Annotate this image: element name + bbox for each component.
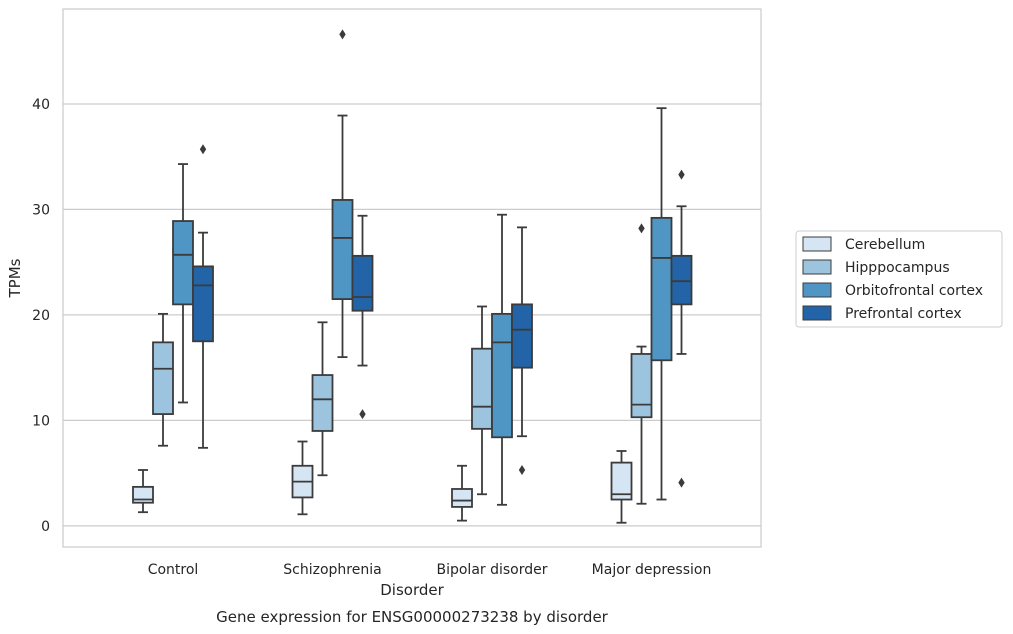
box-0-2 — [172, 163, 194, 404]
box-2-0 — [451, 464, 473, 522]
outlier-point — [339, 29, 346, 40]
x-tick-labels: Control Schizophrenia Bipolar disorder Majo… — [148, 562, 712, 578]
box-2-2 — [491, 213, 513, 506]
legend-label: Prefrontal cortex — [845, 306, 962, 322]
box-0-0 — [132, 469, 154, 514]
legend: Cerebellum Hipppocampus Orbitofrontal cort… — [795, 230, 1003, 328]
plot-frame — [62, 8, 762, 548]
box-3-3 — [670, 169, 693, 488]
x-axis-label: Disorder — [380, 581, 444, 599]
chart-caption: Gene expression for ENSG00000273238 by d… — [216, 608, 609, 626]
x-tick-label: Bipolar disorder — [436, 562, 547, 578]
box-body — [351, 254, 374, 312]
legend-swatch — [802, 282, 832, 298]
grid-lines — [63, 103, 761, 527]
box-2-3 — [511, 226, 533, 475]
x-tick-label: Schizophrenia — [283, 562, 381, 578]
box-body — [491, 312, 513, 439]
outlier-point — [518, 464, 526, 475]
outlier-point — [638, 223, 645, 234]
box-body — [172, 220, 194, 306]
box-1-3 — [351, 214, 374, 420]
box-3-1 — [630, 223, 653, 505]
box-3-2 — [650, 107, 673, 501]
legend-swatch — [802, 236, 832, 252]
legend-label: Orbitofrontal cortex — [845, 283, 983, 299]
box-body — [511, 303, 533, 369]
outlier-point — [678, 169, 685, 180]
box-body — [670, 254, 693, 306]
y-tick-labels: 0 10 20 30 40 — [32, 97, 50, 535]
legend-swatch — [802, 305, 832, 321]
x-tick-label: Major depression — [592, 562, 712, 578]
box-3-0 — [610, 450, 633, 524]
box-body — [192, 265, 214, 343]
box-body — [331, 199, 354, 300]
y-tick-label: 0 — [41, 519, 50, 535]
box-body — [650, 216, 673, 362]
box-0-3 — [192, 144, 214, 449]
box-body — [630, 353, 653, 419]
box-body — [311, 374, 334, 432]
box-1-2 — [331, 29, 354, 359]
outlier-point — [359, 409, 366, 420]
box-body — [451, 488, 473, 508]
box-body — [152, 341, 174, 415]
box-body — [471, 347, 493, 430]
legend-swatch — [802, 259, 832, 275]
outlier-point — [678, 477, 685, 488]
y-tick-label: 40 — [32, 97, 50, 113]
y-axis-label: TPMs — [6, 258, 24, 298]
x-tick-label: Control — [148, 562, 199, 578]
legend-frame — [795, 230, 1003, 328]
boxes-layer — [132, 29, 693, 524]
box-0-1 — [152, 312, 174, 447]
box-1-1 — [311, 321, 334, 477]
box-body — [610, 461, 633, 501]
box-2-1 — [471, 305, 493, 496]
y-tick-label: 20 — [32, 308, 50, 324]
outlier-point — [199, 144, 207, 155]
legend-label: Cerebellum — [845, 237, 925, 253]
y-tick-label: 10 — [32, 413, 50, 429]
y-tick-label: 30 — [32, 202, 50, 218]
box-1-0 — [291, 440, 314, 516]
legend-label: Hipppocampus — [845, 260, 950, 276]
